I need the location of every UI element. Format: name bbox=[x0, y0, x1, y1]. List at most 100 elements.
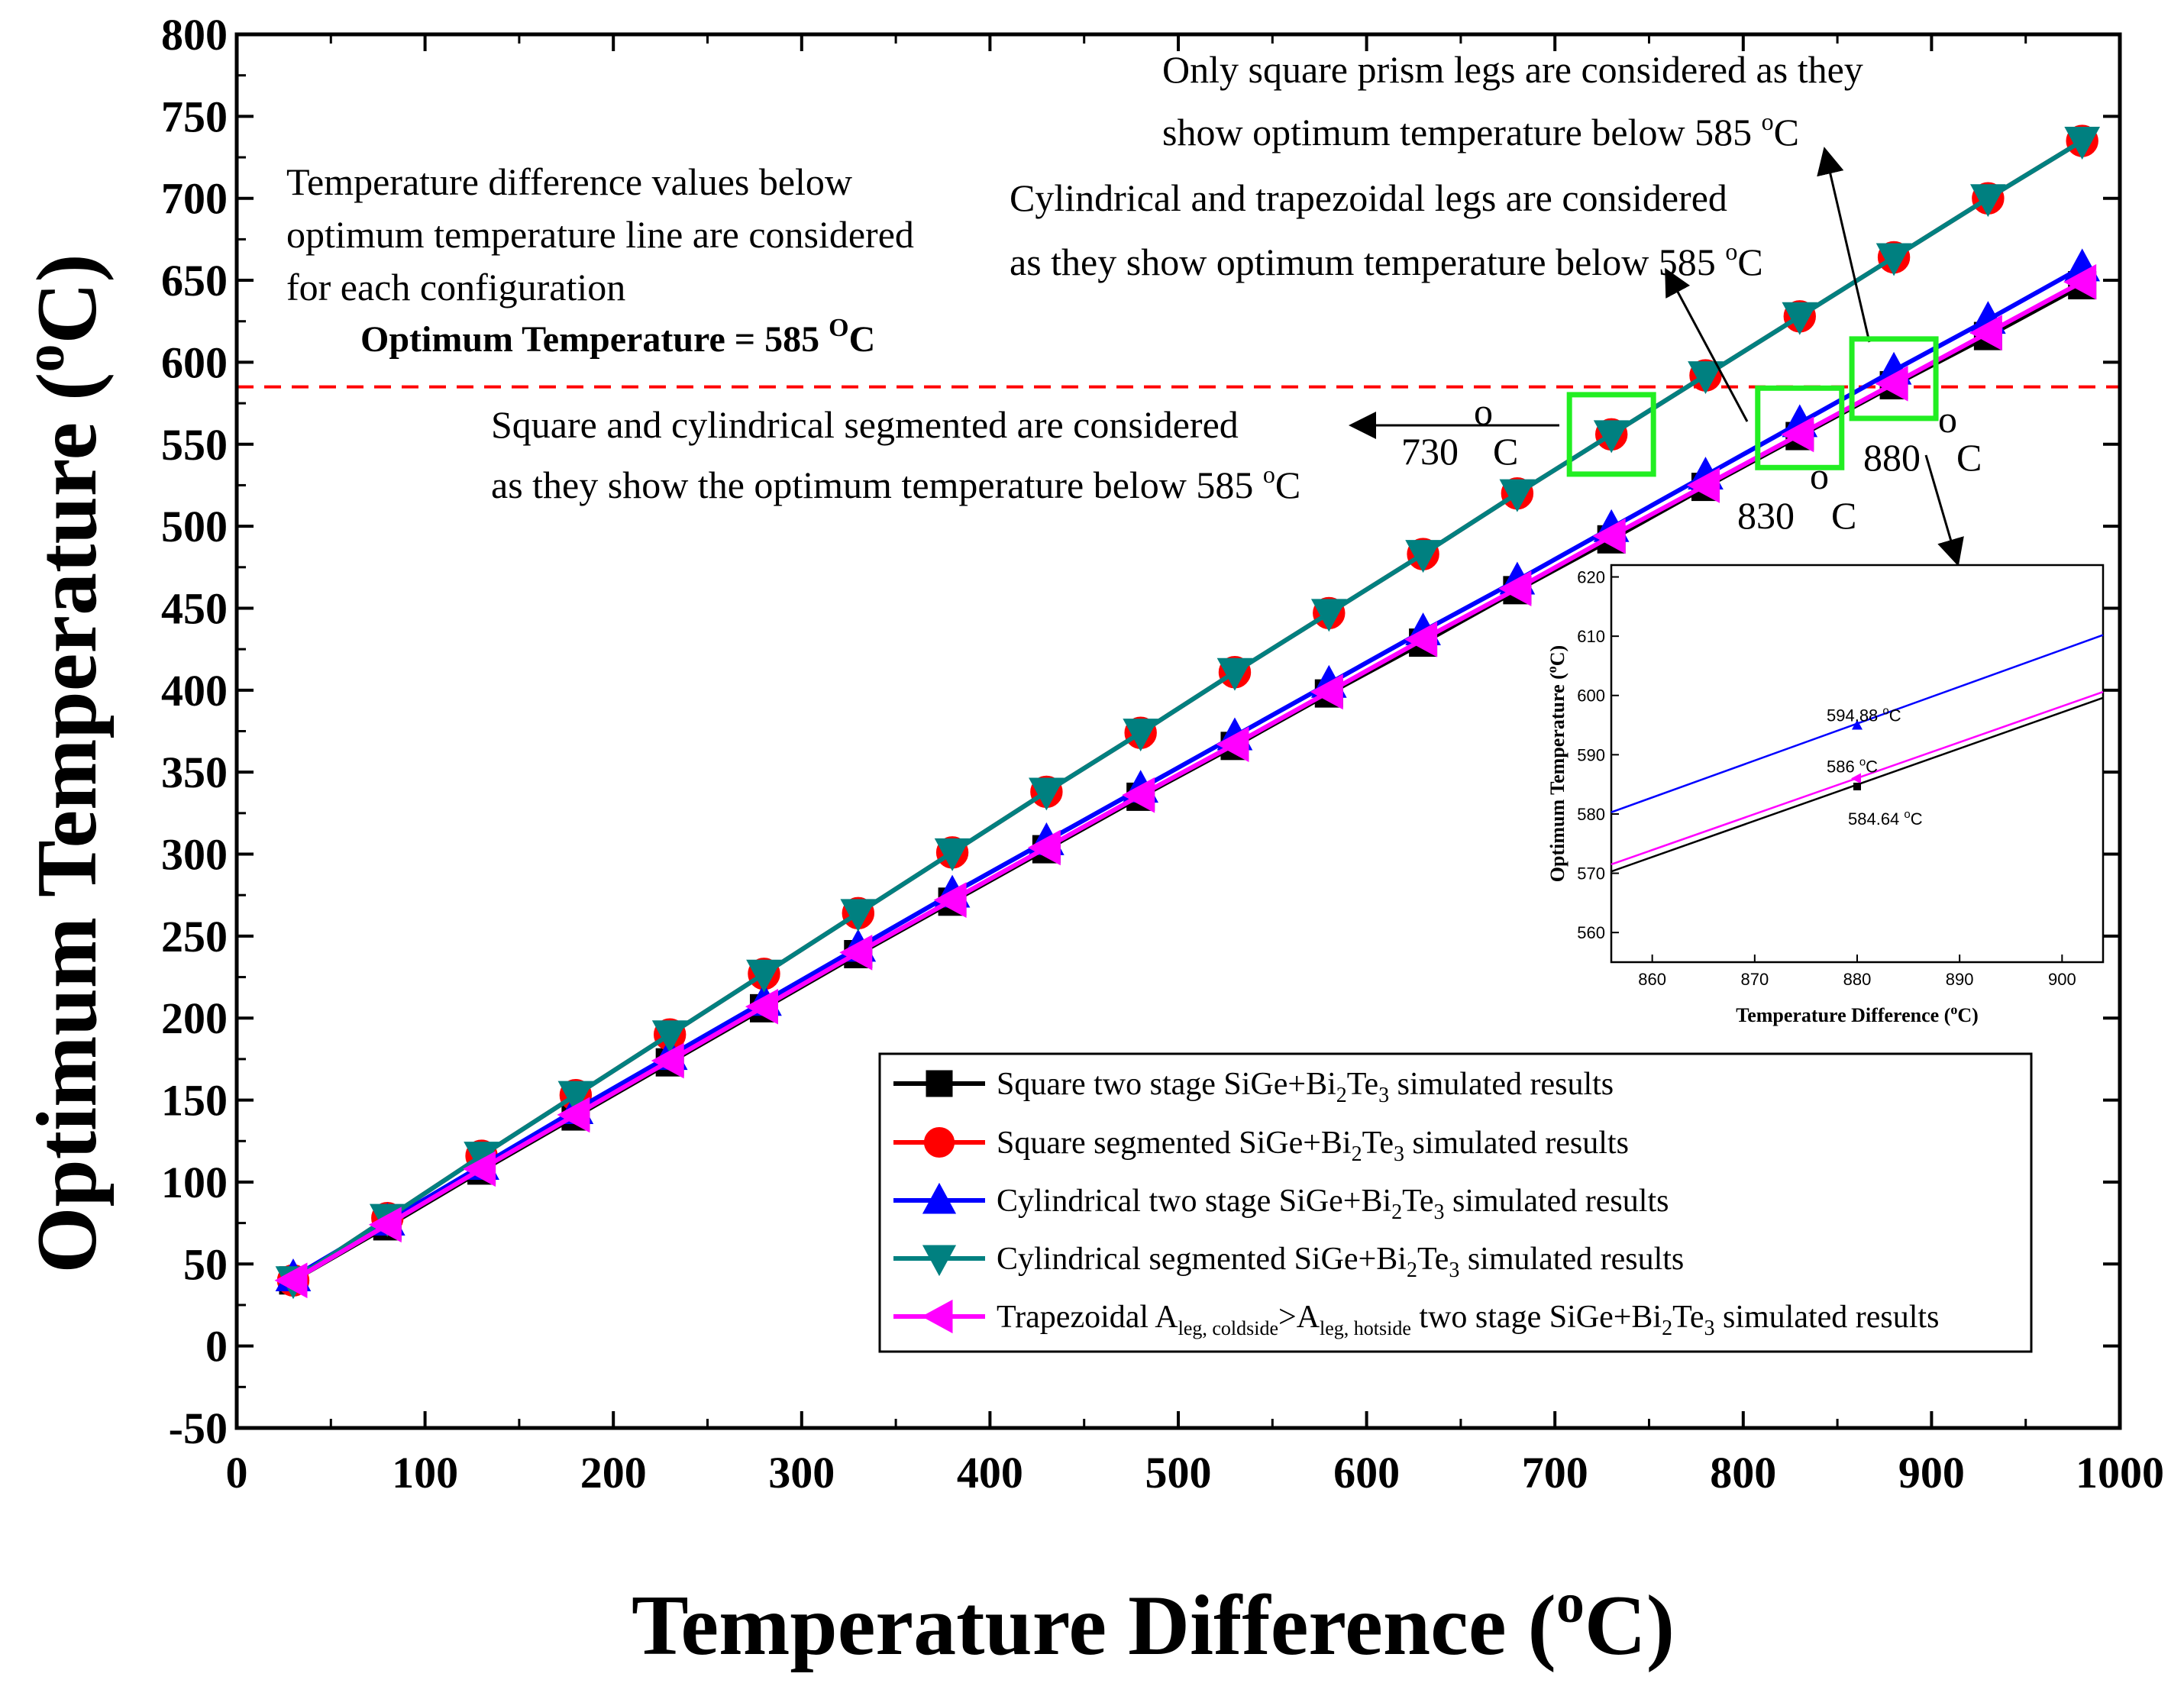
legend-swatch-marker bbox=[923, 1126, 955, 1158]
arrow-880-up bbox=[1817, 147, 1871, 343]
cyl-trap-2-unit: C bbox=[1737, 241, 1762, 283]
x-tick-label: 1000 bbox=[2076, 1448, 2164, 1497]
arrow-830 bbox=[1665, 267, 1749, 422]
point-cylindrical_segmented bbox=[557, 1081, 594, 1114]
legend-label: Cylindrical two stage SiGe+Bi2Te3 simula… bbox=[997, 1184, 1669, 1224]
series-group bbox=[274, 124, 2101, 1300]
highlight-box-830 bbox=[1755, 385, 1845, 470]
point-trapezoidal_two_stage bbox=[1404, 621, 1438, 657]
inset-y-title-text: Optimum Temperature ( bbox=[1546, 673, 1569, 882]
square-prism-2-text: show optimum temperature below 585 bbox=[1162, 111, 1762, 153]
point-trapezoidal_two_stage bbox=[839, 935, 873, 971]
series-line-trapezoidal_two_stage bbox=[292, 279, 2084, 1283]
annotation-left-1: Temperature difference values below bbox=[286, 160, 852, 203]
highlight-boxes bbox=[1566, 336, 1939, 477]
legend-box bbox=[878, 1052, 2033, 1353]
inset-x-title-text: Temperature Difference ( bbox=[1736, 1004, 1950, 1026]
legend-swatch-marker bbox=[921, 1299, 953, 1334]
x-tick-label: 500 bbox=[1145, 1448, 1212, 1497]
x-tick-label: 700 bbox=[1522, 1448, 1588, 1497]
inset-point-label: 594.88 oC bbox=[1827, 704, 1901, 725]
x-tick-label: 300 bbox=[768, 1448, 835, 1497]
y-tick-label: 350 bbox=[161, 748, 228, 797]
point-trapezoidal_two_stage bbox=[1969, 315, 2002, 351]
inset-y-title: Optimum Temperature (oC) bbox=[1544, 645, 1569, 882]
x-tick-label: 900 bbox=[1898, 1448, 1965, 1497]
annotation-left-2: optimum temperature line are considered bbox=[286, 213, 914, 256]
inset-point-2 bbox=[1853, 782, 1861, 790]
point-trapezoidal_two_stage bbox=[557, 1097, 590, 1133]
legend-item-trapezoidal_two_stage: Trapezoidal Aleg, coldside>Aleg, hotside… bbox=[893, 1299, 1939, 1340]
x-tick-label: 0 bbox=[226, 1448, 248, 1497]
y-tick-label: 400 bbox=[161, 666, 228, 716]
point-cylindrical_segmented bbox=[746, 959, 782, 993]
series-trapezoidal_two_stage bbox=[274, 263, 2097, 1299]
y-tick-label: 250 bbox=[161, 912, 228, 961]
inset-y-tick-label: 600 bbox=[1577, 686, 1605, 706]
point-trapezoidal_two_stage bbox=[651, 1042, 684, 1079]
inset-y-tick-label: 580 bbox=[1577, 805, 1605, 824]
inset-point-label: 584.64 oC bbox=[1848, 808, 1923, 829]
inset-chart: 860 870 880 890 900 560 570 580 590 600 610 620 594.… bbox=[1544, 564, 2105, 1026]
point-trapezoidal_two_stage bbox=[1122, 777, 1155, 813]
optimum-label-text: Optimum Temperature = 585 bbox=[360, 319, 829, 360]
legend-label: Square two stage SiGe+Bi2Te3 simulated r… bbox=[997, 1067, 1614, 1107]
annotation-square-prism-1: Only square prism legs are considered as… bbox=[1162, 48, 1863, 91]
y-tick-label: 500 bbox=[161, 502, 228, 551]
y-tick-label: 450 bbox=[161, 583, 228, 633]
inset-y-tick-label: 570 bbox=[1577, 864, 1605, 884]
point-trapezoidal_two_stage bbox=[1310, 674, 1343, 710]
point-cylindrical_segmented bbox=[934, 838, 971, 871]
legend-label: Trapezoidal Aleg, coldside>Aleg, hotside… bbox=[997, 1300, 1939, 1340]
label-730-deg-o: o bbox=[1474, 390, 1493, 433]
inset-x-tick-label: 890 bbox=[1946, 970, 1974, 989]
annotation-cyl-trap-2: as they show optimum temperature below 5… bbox=[1010, 237, 1763, 283]
optimum-label-unit: C bbox=[849, 319, 876, 360]
y-tick-label: 750 bbox=[161, 92, 228, 141]
inset-point-1 bbox=[1851, 773, 1861, 784]
inset-point-0 bbox=[1852, 719, 1863, 730]
label-880-deg-c: C bbox=[1956, 436, 1982, 479]
optimum-line-label: Optimum Temperature = 585 OC bbox=[360, 314, 875, 360]
x-axis: 0 100 200 300 400 500 600 700 800 900 1000 bbox=[226, 34, 2164, 1497]
annotation-square-prism-2: show optimum temperature below 585 oC bbox=[1162, 108, 1799, 153]
annotation-segmented-1: Square and cylindrical segmented are con… bbox=[491, 403, 1239, 446]
point-trapezoidal_two_stage bbox=[933, 882, 967, 918]
point-trapezoidal_two_stage bbox=[1498, 570, 1532, 607]
highlight-box-880 bbox=[1849, 336, 1939, 422]
legend-label: Cylindrical segmented SiGe+Bi2Te3 simula… bbox=[997, 1242, 1684, 1282]
point-trapezoidal_two_stage bbox=[1592, 518, 1626, 554]
series-line-cylindrical_two_stage bbox=[292, 265, 2084, 1280]
highlight-box-730 bbox=[1566, 392, 1656, 477]
point-cylindrical_segmented bbox=[1593, 420, 1630, 454]
point-cylindrical_segmented bbox=[840, 899, 877, 932]
label-830-deg-c: C bbox=[1831, 494, 1856, 537]
y-tick-label: 50 bbox=[183, 1239, 228, 1289]
inset-y-tick-label: 590 bbox=[1577, 745, 1605, 764]
inset-x-tick-label: 870 bbox=[1740, 970, 1769, 989]
inset-x-tick-label: 860 bbox=[1638, 970, 1666, 989]
label-830-deg-o: o bbox=[1810, 454, 1829, 497]
inset-x-title: Temperature Difference (oC) bbox=[1736, 1002, 1979, 1026]
point-trapezoidal_two_stage bbox=[745, 988, 778, 1025]
point-cylindrical_segmented bbox=[1970, 184, 2006, 218]
inset-y-degree: o bbox=[1544, 666, 1559, 673]
x-tick-label: 200 bbox=[580, 1448, 647, 1497]
point-cylindrical_segmented bbox=[1405, 540, 1441, 573]
y-axis-degree: o bbox=[14, 344, 76, 373]
x-tick-label: 600 bbox=[1333, 1448, 1400, 1497]
point-trapezoidal_two_stage bbox=[463, 1151, 496, 1187]
arrow-880-down bbox=[1924, 454, 1964, 567]
legend-item-square_segmented: Square segmented SiGe+Bi2Te3 simulated r… bbox=[893, 1126, 1629, 1166]
x-axis-title: Temperature Difference (oC) bbox=[632, 1572, 1675, 1673]
y-tick-label: 700 bbox=[161, 174, 228, 224]
point-cylindrical_segmented bbox=[1688, 361, 1724, 395]
point-cylindrical_segmented bbox=[2064, 127, 2101, 160]
y-tick-label: 100 bbox=[161, 1158, 228, 1207]
point-trapezoidal_two_stage bbox=[1216, 726, 1249, 763]
annotation-segmented-2: as they show the optimum temperature bel… bbox=[491, 460, 1300, 506]
point-trapezoidal_two_stage bbox=[1687, 467, 1720, 503]
legend-label: Square segmented SiGe+Bi2Te3 simulated r… bbox=[997, 1126, 1629, 1166]
legend: Square two stage SiGe+Bi2Te3 simulated r… bbox=[878, 1052, 2033, 1353]
